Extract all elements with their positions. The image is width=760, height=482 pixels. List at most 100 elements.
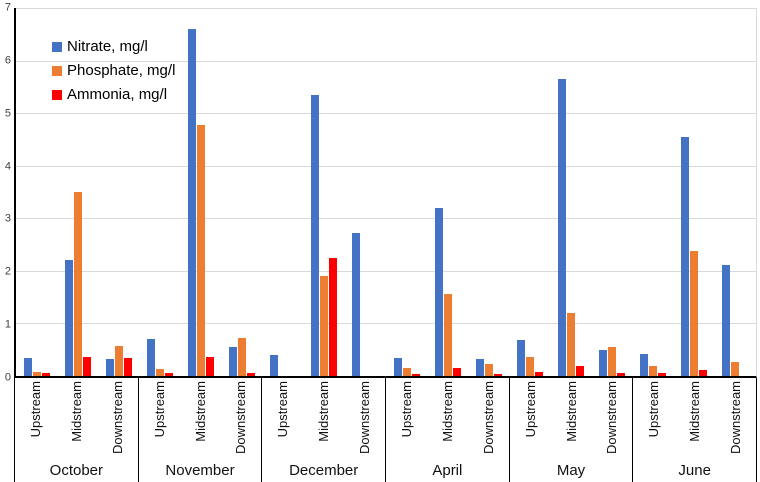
bar-ammonia (493, 374, 502, 376)
bar-group (304, 8, 345, 376)
station-label: Downstream (480, 381, 496, 454)
station-labels-row: Upstream Midstream Downstream (633, 378, 756, 458)
station-label: Downstream (109, 381, 125, 454)
month-label: June (678, 461, 711, 479)
bar-nitrate (187, 29, 196, 376)
legend-item-ammonia: Ammonia, mg/l (52, 86, 175, 103)
month-group-november (139, 8, 262, 376)
x-axis-label-area: Upstream Midstream Downstream October Upstre… (14, 378, 758, 482)
bar-phosphate (690, 250, 699, 376)
station-labels-row: Upstream Midstream Downstream (15, 378, 138, 458)
bar-phosphate (525, 357, 534, 376)
legend: Nitrate, mg/l Phosphate, mg/l Ammonia, m… (52, 38, 175, 103)
station-label: Downstream (728, 381, 744, 454)
bar-group (98, 8, 139, 376)
gridline (16, 218, 756, 220)
y-tick-label: 2 (4, 265, 11, 278)
bar-group (222, 8, 263, 376)
bar-group (633, 8, 674, 376)
bar-nitrate (599, 350, 608, 376)
bar-nitrate (434, 207, 443, 376)
station-slot: Midstream (180, 381, 221, 458)
bar-ammonia (123, 357, 132, 376)
axis-cell-june: Upstream Midstream Downstream June (633, 378, 758, 482)
station-slot: Upstream (15, 381, 56, 458)
bar-nitrate (393, 358, 402, 376)
bar-ammonia (41, 372, 50, 376)
plot-area: Nitrate, mg/l Phosphate, mg/l Ammonia, m… (14, 8, 757, 378)
bar-phosphate (73, 192, 82, 376)
month-label: November (165, 461, 235, 479)
bar-phosphate (731, 361, 740, 376)
station-slot: Midstream (303, 381, 344, 458)
month-label-row: June (633, 458, 756, 482)
gridline (16, 270, 756, 272)
bar-ammonia (411, 373, 420, 376)
bar-ammonia (329, 257, 338, 376)
month-group-may (509, 8, 632, 376)
bar-group (550, 8, 591, 376)
station-labels-row: Upstream Midstream Downstream (262, 378, 385, 458)
bar-group (509, 8, 550, 376)
y-tick-label: 6 (4, 54, 11, 67)
month-label-row: May (510, 458, 633, 482)
station-slot: Upstream (510, 381, 551, 458)
bar-nitrate (270, 354, 279, 376)
bar-phosphate (238, 338, 247, 376)
bar-group (386, 8, 427, 376)
gridline (16, 323, 756, 325)
month-label: April (432, 461, 463, 479)
station-label: Downstream (604, 381, 620, 454)
station-labels-row: Upstream Midstream Downstream (139, 378, 262, 458)
bar-phosphate (649, 365, 658, 376)
station-slot: Midstream (427, 381, 468, 458)
bar-group (263, 8, 304, 376)
bar-ammonia (617, 372, 626, 376)
station-label: Downstream (233, 381, 249, 454)
station-slot: Downstream (97, 381, 138, 458)
legend-label-nitrate: Nitrate, mg/l (67, 38, 148, 55)
station-label: Downstream (357, 381, 373, 454)
legend-item-nitrate: Nitrate, mg/l (52, 38, 175, 55)
station-label: Upstream (398, 381, 414, 438)
bar-phosphate (402, 368, 411, 376)
month-group-october (16, 8, 139, 376)
axis-cell-october: Upstream Midstream Downstream October (15, 378, 139, 482)
station-label: Upstream (522, 381, 538, 438)
station-labels-row: Upstream Midstream Downstream (386, 378, 509, 458)
bar-group (674, 8, 715, 376)
bar-ammonia (247, 373, 256, 376)
bar-ammonia (205, 357, 214, 376)
bar-group (16, 8, 57, 376)
station-slot: Upstream (633, 381, 674, 458)
month-group-december (263, 8, 386, 376)
y-tick-label: 3 (4, 212, 11, 225)
bar-phosphate (566, 312, 575, 376)
station-label: Midstream (68, 381, 84, 442)
axis-cell-may: Upstream Midstream Downstream May (510, 378, 634, 482)
bar-group (57, 8, 98, 376)
legend-item-phosphate: Phosphate, mg/l (52, 62, 175, 79)
bar-nitrate (229, 347, 238, 376)
month-label: December (289, 461, 359, 479)
bar-ammonia (82, 356, 91, 376)
axis-cell-april: Upstream Midstream Downstream April (386, 378, 510, 482)
station-slot: Upstream (386, 381, 427, 458)
station-label: Upstream (27, 381, 43, 438)
y-tick-label: 4 (4, 160, 11, 173)
bar-ammonia (575, 365, 584, 376)
bar-nitrate (475, 358, 484, 376)
y-tick-label: 7 (4, 1, 11, 14)
bar-nitrate (722, 264, 731, 376)
station-label: Midstream (192, 381, 208, 442)
bar-phosphate (32, 371, 41, 376)
station-slot: Upstream (139, 381, 180, 458)
station-label: Upstream (151, 381, 167, 438)
month-label: October (49, 461, 104, 479)
bar-phosphate (320, 276, 329, 376)
month-group-april (386, 8, 509, 376)
bar-phosphate (608, 347, 617, 376)
bar-group (468, 8, 509, 376)
bar-nitrate (146, 339, 155, 376)
